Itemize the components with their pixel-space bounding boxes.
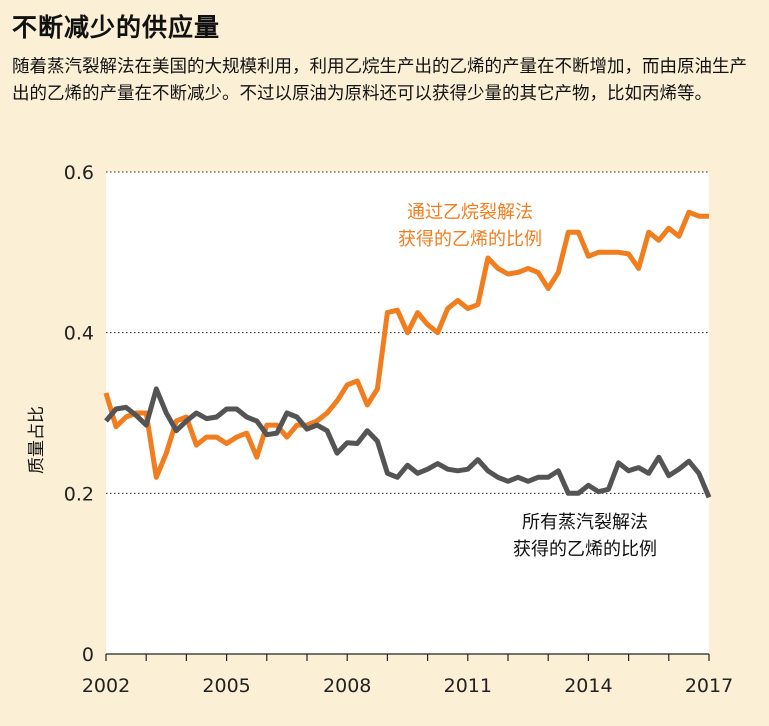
axes: 0 0.2 0.4 0.6 2002 2005 2008 2011 2014 2017 xyxy=(64,162,733,697)
x-tick-label: 2002 xyxy=(82,675,130,697)
x-tick-label: 2008 xyxy=(323,675,371,697)
y-tick-label: 0.6 xyxy=(64,162,94,184)
y-axis-label: 质量占比 xyxy=(27,406,47,474)
x-tick-label: 2017 xyxy=(685,675,733,697)
series-label-1-line-0: 所有蒸汽裂解法 xyxy=(522,512,648,533)
series-label-1-line-1: 获得的乙烯的比例 xyxy=(513,539,657,560)
series-lines xyxy=(103,209,712,499)
y-tick-label: 0 xyxy=(82,644,94,666)
y-tick-label: 0.2 xyxy=(64,483,94,505)
y-tick-label: 0.4 xyxy=(64,323,94,345)
page-subtitle: 随着蒸汽裂解法在美国的大规模利用，利用乙烷生产出的乙烯的产量在不断增加，而由原油… xyxy=(12,57,747,104)
page-title: 不断减少的供应量 xyxy=(12,13,221,42)
series-label-0-line-1: 获得的乙烯的比例 xyxy=(398,229,542,250)
x-tick-label: 2011 xyxy=(444,675,492,697)
x-tick-label: 2005 xyxy=(202,675,250,697)
series-line-0 xyxy=(103,209,709,480)
x-tick-label: 2014 xyxy=(564,675,612,697)
series-line-1 xyxy=(104,386,712,499)
series-label-0-line-0: 通过乙烷裂解法 xyxy=(407,202,533,223)
